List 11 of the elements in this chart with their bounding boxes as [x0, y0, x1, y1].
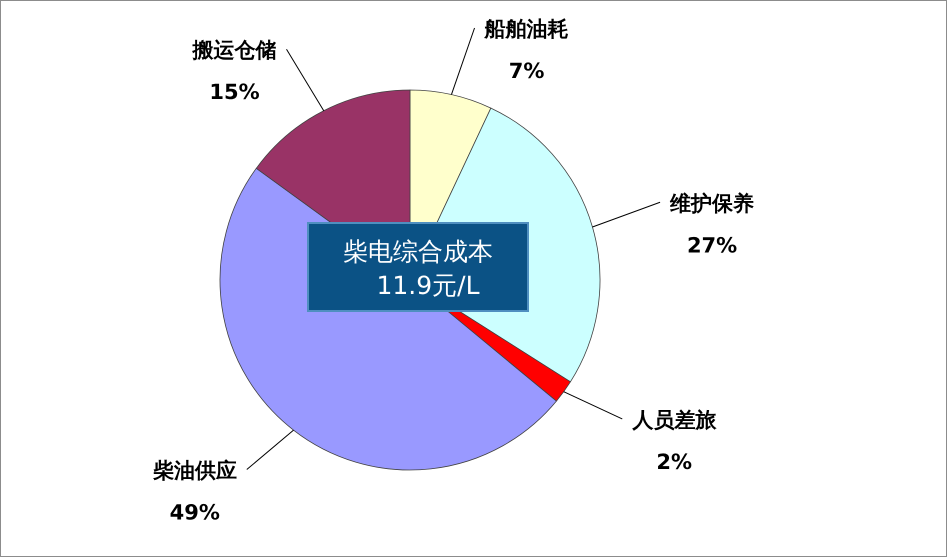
slice-label: 人员差旅	[631, 408, 718, 432]
data-label: 15%	[209, 80, 260, 104]
annotation: 柴电综合成本 11.9元/L	[307, 222, 529, 312]
slice-label: 搬运仓储	[192, 38, 276, 62]
slice-label: 维护保养	[669, 191, 754, 216]
data-label: 49%	[170, 500, 220, 525]
slice-label: 船舶油耗	[484, 17, 569, 42]
data-label: 7%	[508, 59, 544, 84]
data-label: 2%	[656, 450, 692, 474]
data-label: 27%	[686, 233, 738, 258]
slice-label: 柴油供应	[152, 458, 237, 483]
